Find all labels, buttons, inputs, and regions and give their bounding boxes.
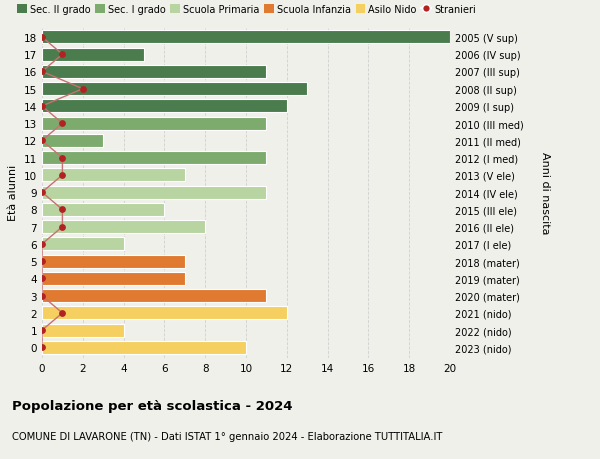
Point	[37, 327, 47, 334]
Point	[37, 241, 47, 248]
Bar	[42, 49, 144, 62]
Point	[37, 344, 47, 352]
Bar	[42, 324, 124, 337]
Bar	[42, 290, 266, 302]
Point	[37, 138, 47, 145]
Legend: Sec. II grado, Sec. I grado, Scuola Primaria, Scuola Infanzia, Asilo Nido, Stran: Sec. II grado, Sec. I grado, Scuola Prim…	[17, 5, 476, 15]
Text: COMUNE DI LAVARONE (TN) - Dati ISTAT 1° gennaio 2024 - Elaborazione TUTTITALIA.I: COMUNE DI LAVARONE (TN) - Dati ISTAT 1° …	[12, 431, 442, 442]
Bar	[42, 66, 266, 79]
Point	[58, 309, 67, 317]
Point	[37, 189, 47, 196]
Bar	[42, 221, 205, 234]
Point	[78, 86, 88, 93]
Point	[58, 224, 67, 231]
Bar	[42, 238, 124, 251]
Text: Popolazione per età scolastica - 2024: Popolazione per età scolastica - 2024	[12, 399, 293, 412]
Point	[58, 155, 67, 162]
Bar	[42, 31, 450, 45]
Point	[37, 292, 47, 300]
Bar	[42, 186, 266, 199]
Point	[37, 103, 47, 110]
Bar	[42, 118, 266, 130]
Point	[58, 51, 67, 59]
Bar	[42, 152, 266, 165]
Point	[58, 207, 67, 214]
Bar	[42, 272, 185, 285]
Bar	[42, 83, 307, 96]
Point	[37, 68, 47, 76]
Point	[37, 275, 47, 282]
Point	[58, 120, 67, 128]
Bar	[42, 341, 246, 354]
Bar	[42, 203, 164, 217]
Bar	[42, 134, 103, 148]
Point	[37, 34, 47, 41]
Y-axis label: Età alunni: Età alunni	[8, 165, 19, 221]
Bar	[42, 100, 287, 113]
Bar	[42, 255, 185, 268]
Point	[37, 258, 47, 265]
Point	[58, 172, 67, 179]
Bar	[42, 307, 287, 320]
Bar	[42, 169, 185, 182]
Y-axis label: Anni di nascita: Anni di nascita	[540, 151, 550, 234]
